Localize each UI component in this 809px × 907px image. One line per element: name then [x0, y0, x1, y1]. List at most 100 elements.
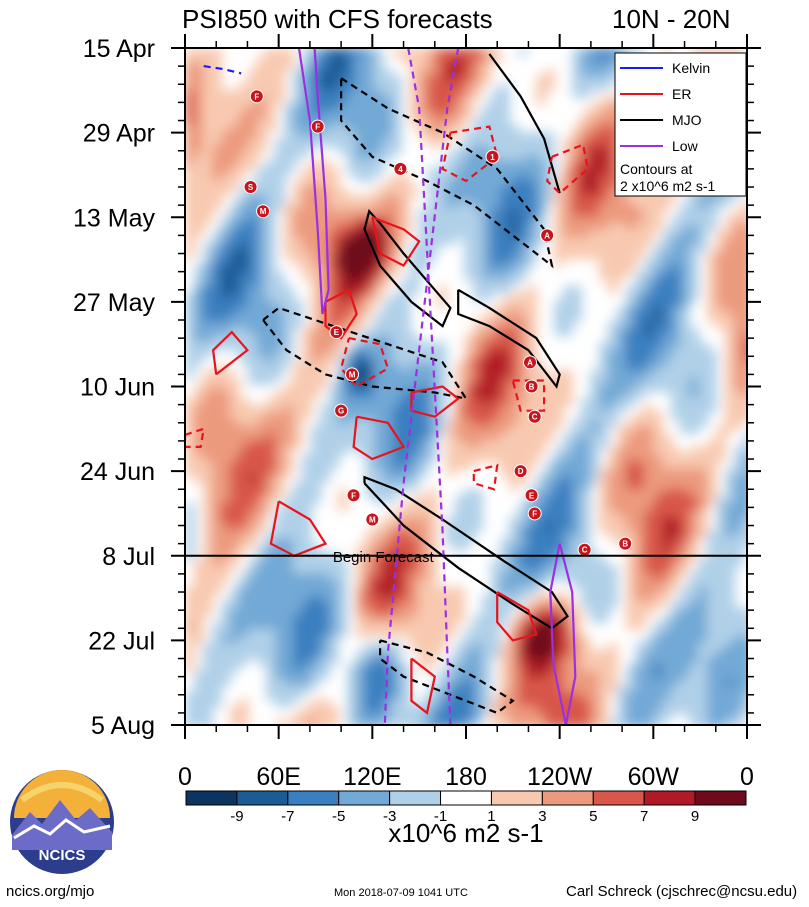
field-cell — [320, 699, 330, 707]
field-cell — [203, 265, 213, 273]
field-cell — [401, 629, 411, 637]
field-cell — [392, 643, 402, 651]
field-cell — [302, 356, 312, 364]
field-cell — [473, 132, 483, 140]
field-cell — [203, 454, 213, 462]
field-cell — [473, 279, 483, 287]
field-cell — [698, 615, 708, 623]
field-cell — [617, 531, 627, 539]
field-cell — [491, 566, 501, 574]
field-cell — [455, 216, 465, 224]
field-cell — [230, 258, 240, 266]
field-cell — [212, 76, 222, 84]
field-cell — [221, 293, 231, 301]
field-cell — [437, 349, 447, 357]
field-cell — [203, 671, 213, 679]
field-cell — [401, 216, 411, 224]
field-cell — [680, 538, 690, 546]
field-cell — [203, 293, 213, 301]
field-cell — [239, 307, 249, 315]
field-cell — [374, 706, 384, 714]
field-cell — [536, 440, 546, 448]
field-cell — [338, 503, 348, 511]
storm-marker-label: E — [529, 491, 535, 500]
field-cell — [599, 76, 609, 84]
field-cell — [266, 90, 276, 98]
field-cell — [374, 692, 384, 700]
field-cell — [617, 363, 627, 371]
field-cell — [716, 601, 726, 609]
field-cell — [185, 692, 195, 700]
field-cell — [464, 650, 474, 658]
field-cell — [725, 580, 735, 588]
field-cell — [725, 293, 735, 301]
field-cell — [437, 391, 447, 399]
field-cell — [689, 692, 699, 700]
field-cell — [509, 370, 519, 378]
field-cell — [266, 559, 276, 567]
field-cell — [257, 440, 267, 448]
field-cell — [419, 97, 429, 105]
field-cell — [599, 524, 609, 532]
field-cell — [185, 62, 195, 70]
field-cell — [617, 377, 627, 385]
field-cell — [419, 468, 429, 476]
field-cell — [680, 426, 690, 434]
field-cell — [482, 146, 492, 154]
field-cell — [626, 573, 636, 581]
field-cell — [401, 398, 411, 406]
field-cell — [329, 76, 339, 84]
field-cell — [464, 356, 474, 364]
field-cell — [743, 489, 747, 497]
field-cell — [509, 293, 519, 301]
field-cell — [275, 405, 285, 413]
field-cell — [185, 237, 195, 245]
field-cell — [653, 384, 663, 392]
field-cell — [356, 265, 366, 273]
field-cell — [590, 195, 600, 203]
field-cell — [275, 419, 285, 427]
field-cell — [383, 391, 393, 399]
field-cell — [293, 377, 303, 385]
field-cell — [716, 671, 726, 679]
field-cell — [437, 601, 447, 609]
field-cell — [275, 174, 285, 182]
field-cell — [482, 244, 492, 252]
field-cell — [653, 454, 663, 462]
field-cell — [257, 363, 267, 371]
field-cell — [365, 342, 375, 350]
field-cell — [374, 97, 384, 105]
field-cell — [725, 517, 735, 525]
field-cell — [374, 468, 384, 476]
field-cell — [374, 664, 384, 672]
field-cell — [482, 195, 492, 203]
field-cell — [545, 461, 555, 469]
field-cell — [536, 216, 546, 224]
field-cell — [410, 286, 420, 294]
field-cell — [311, 328, 321, 336]
field-cell — [464, 230, 474, 238]
field-cell — [293, 223, 303, 231]
field-cell — [410, 370, 420, 378]
field-cell — [689, 454, 699, 462]
field-cell — [311, 426, 321, 434]
field-cell — [365, 230, 375, 238]
field-cell — [347, 97, 357, 105]
field-cell — [194, 265, 204, 273]
field-cell — [500, 587, 510, 595]
field-cell — [599, 692, 609, 700]
field-cell — [284, 615, 294, 623]
field-cell — [689, 412, 699, 420]
field-cell — [419, 699, 429, 707]
field-cell — [302, 118, 312, 126]
field-cell — [581, 510, 591, 518]
field-cell — [626, 307, 636, 315]
field-cell — [239, 90, 249, 98]
field-cell — [743, 538, 747, 546]
field-cell — [311, 636, 321, 644]
field-cell — [401, 349, 411, 357]
field-cell — [671, 622, 681, 630]
field-cell — [572, 125, 582, 133]
field-cell — [365, 216, 375, 224]
field-cell — [419, 363, 429, 371]
